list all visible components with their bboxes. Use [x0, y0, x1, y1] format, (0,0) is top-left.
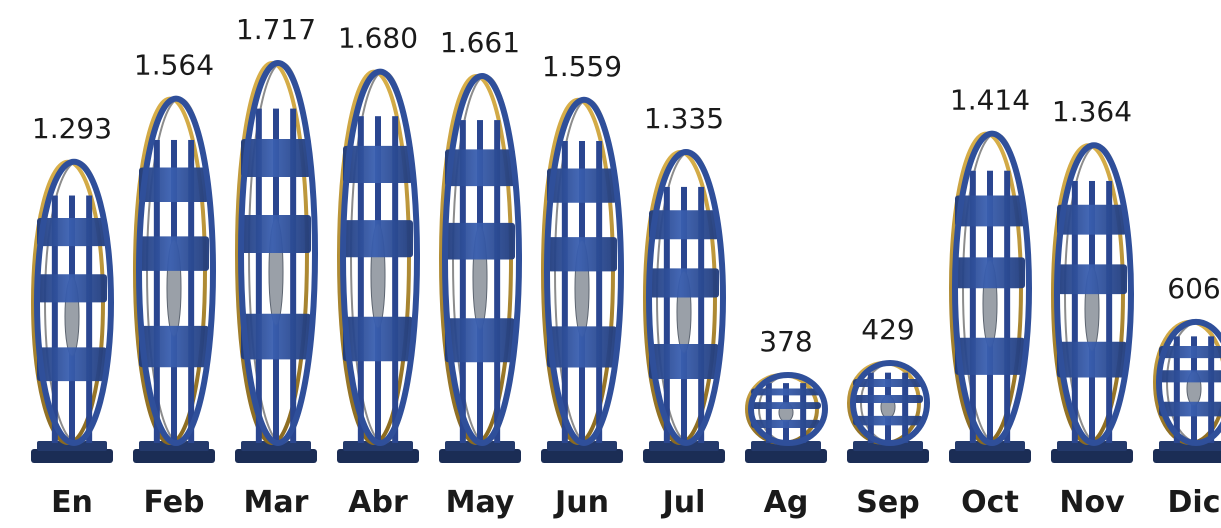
- x-axis-tick-labels: En Feb Mar Abr May Jun Jul Ag Sep Oct Nov Dic: [51, 485, 1220, 520]
- tick-label-en: En: [51, 485, 93, 520]
- value-label-jul: 1.335: [644, 102, 724, 135]
- bar-ag: [745, 371, 828, 463]
- tick-label-dic: Dic: [1168, 485, 1221, 520]
- value-label-oct: 1.414: [950, 84, 1030, 117]
- value-labels-layer: 1.293 1.564 1.717 1.680 1.661 1.559 1.335 378 42…: [32, 13, 1221, 358]
- bar-feb: [133, 95, 216, 463]
- value-label-dic: 606: [1167, 272, 1220, 305]
- value-label-mar: 1.717: [236, 13, 316, 46]
- tick-label-sep: Sep: [856, 485, 919, 520]
- value-label-feb: 1.564: [134, 49, 214, 82]
- tick-label-feb: Feb: [143, 485, 204, 520]
- tick-label-oct: Oct: [961, 485, 1019, 520]
- tick-label-nov: Nov: [1059, 485, 1125, 520]
- bar-jul: [643, 148, 726, 463]
- bar-oct: [949, 130, 1032, 463]
- tick-label-abr: Abr: [348, 485, 408, 520]
- tick-label-may: May: [446, 485, 515, 520]
- bar-sep: [847, 360, 930, 463]
- value-label-sep: 429: [861, 313, 914, 346]
- value-label-jun: 1.559: [542, 50, 622, 83]
- bar-nov: [1051, 142, 1134, 463]
- bars-layer: [31, 60, 1221, 463]
- tick-label-jul: Jul: [661, 485, 706, 520]
- bar-jun: [541, 96, 624, 463]
- tick-label-ag: Ag: [764, 485, 809, 520]
- bar-abr: [337, 68, 420, 463]
- value-label-nov: 1.364: [1052, 95, 1132, 128]
- value-label-ag: 378: [759, 325, 812, 358]
- value-label-may: 1.661: [440, 26, 520, 59]
- tick-label-jun: Jun: [553, 485, 609, 520]
- value-label-en: 1.293: [32, 112, 112, 145]
- bar-dic: [1153, 318, 1221, 463]
- bar-en: [31, 158, 114, 463]
- bar-may: [439, 73, 522, 463]
- value-label-abr: 1.680: [338, 22, 418, 55]
- tick-label-mar: Mar: [244, 485, 309, 520]
- bar-mar: [235, 60, 318, 463]
